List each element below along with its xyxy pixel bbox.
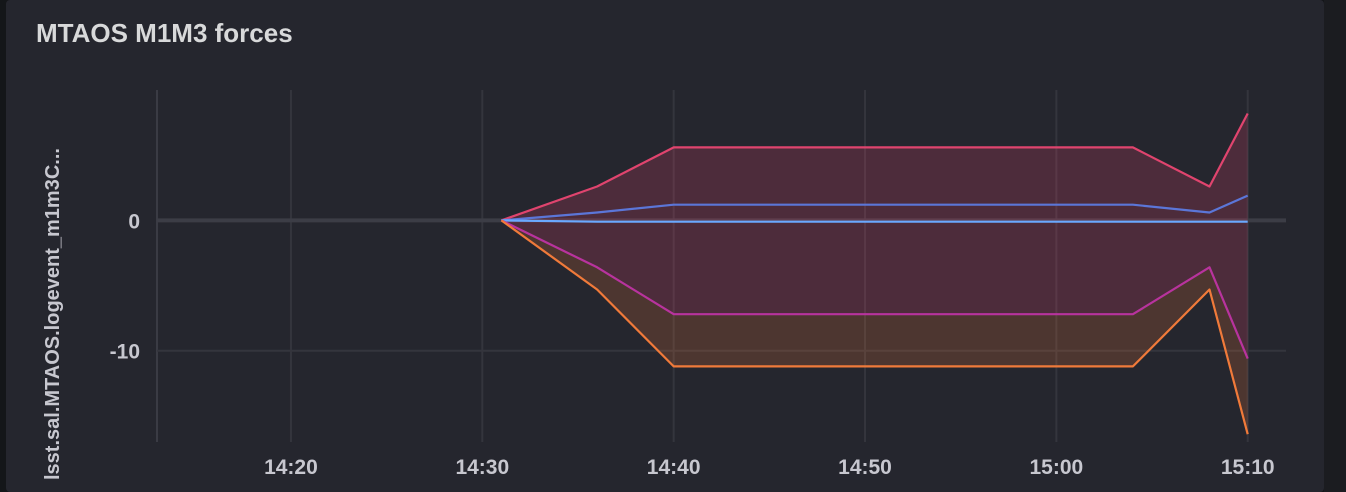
area-fill-upper	[501, 113, 1248, 359]
area-fill-lower	[501, 220, 1248, 435]
chart-panel: MTAOS M1M3 forces	[6, 0, 1324, 492]
series-line-5	[500, 219, 1249, 435]
panel-title[interactable]: MTAOS M1M3 forces	[36, 18, 293, 48]
x-tick-label: 14:50	[838, 456, 892, 479]
x-tick-label: 15:00	[1030, 456, 1084, 479]
x-tick-label: 14:40	[647, 456, 701, 479]
series-line-4	[500, 219, 1249, 360]
series-line-3	[501, 219, 1248, 223]
y-tick-label: 0	[128, 210, 140, 233]
series-line-2	[501, 194, 1249, 222]
x-tick-label: 14:20	[264, 456, 318, 479]
y-tick-label: -10	[110, 341, 140, 364]
series-line-1	[501, 112, 1249, 222]
x-tick-label: 15:10	[1221, 456, 1275, 479]
side-strip	[1324, 0, 1346, 492]
x-tick-label: 14:30	[455, 456, 509, 479]
